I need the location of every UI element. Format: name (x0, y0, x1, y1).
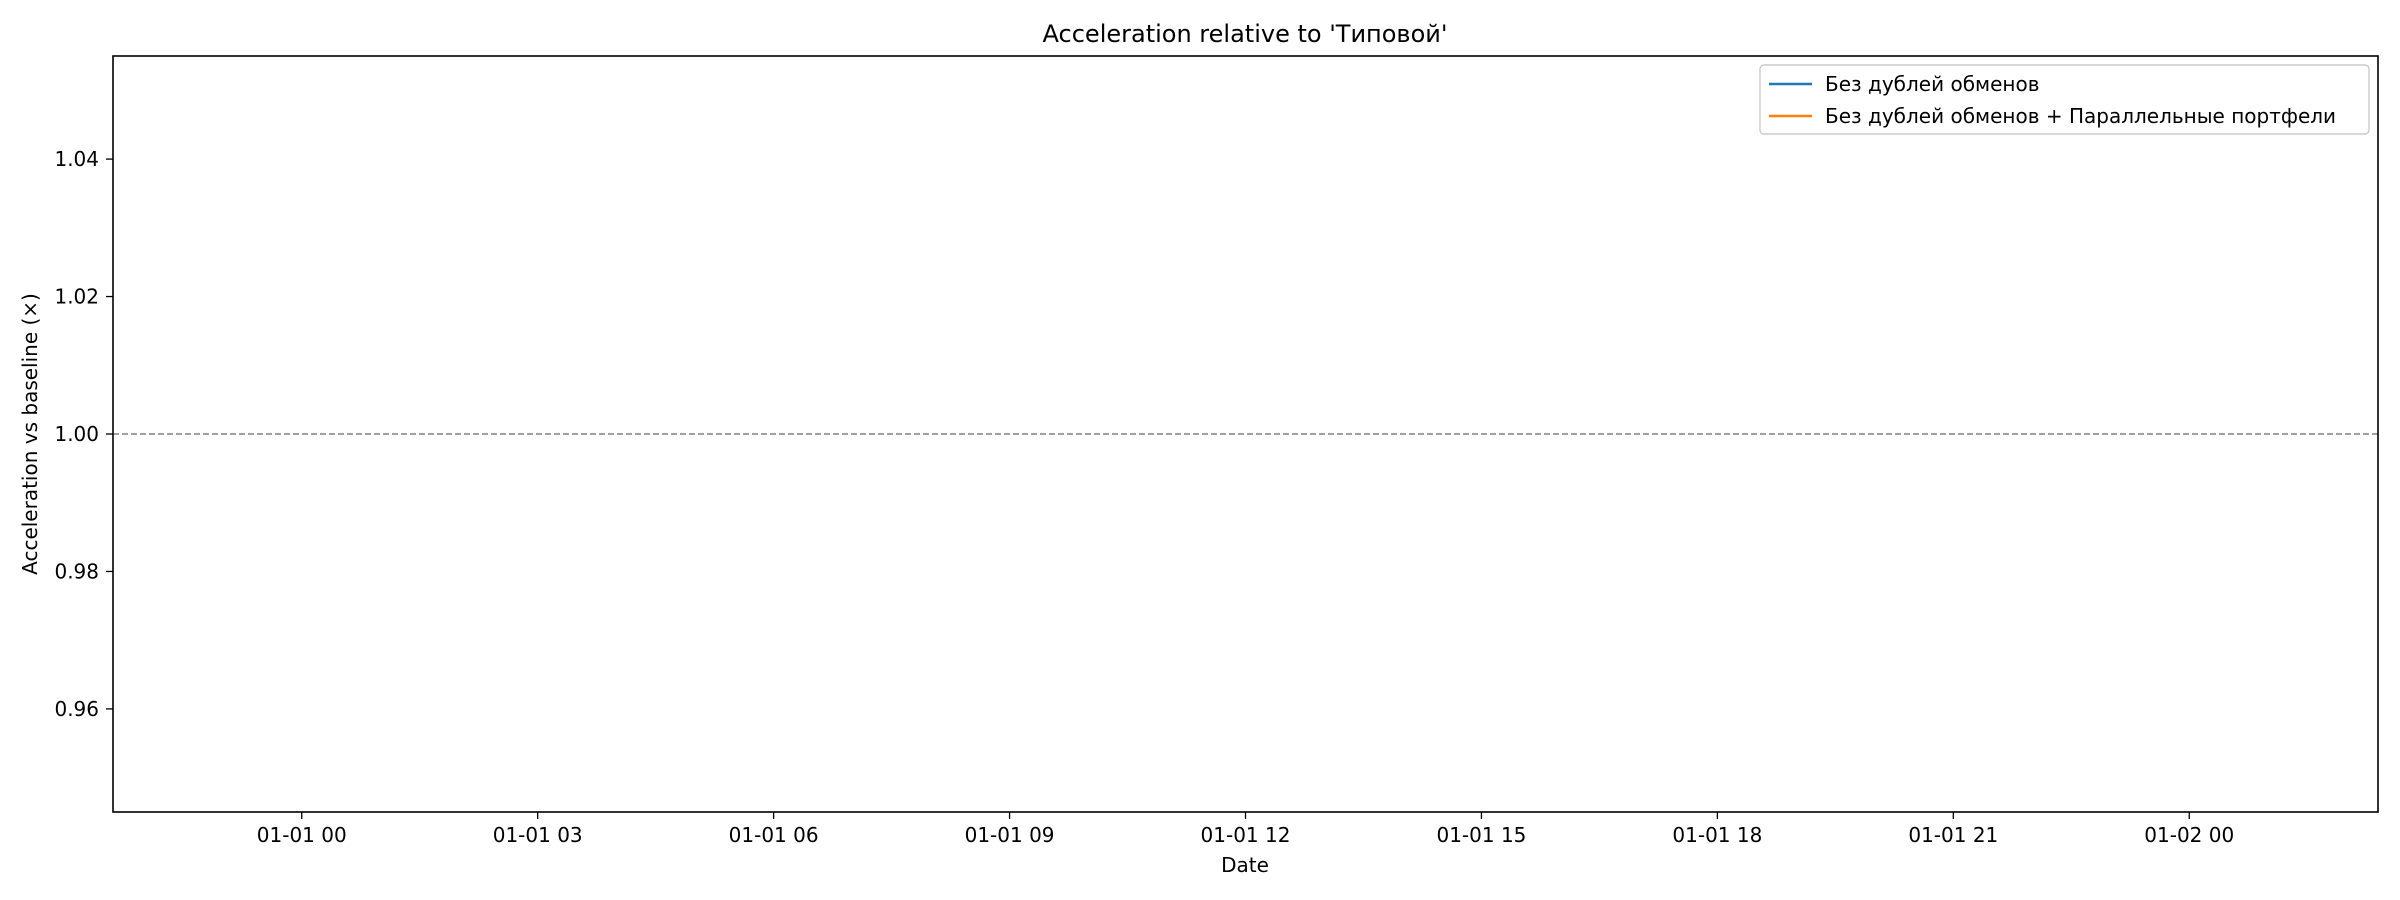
x-tick-label: 01-01 06 (729, 823, 819, 847)
legend: Без дублей обменов Без дублей обменов + П… (1759, 64, 2370, 135)
y-tick-label: 1.00 (54, 422, 99, 446)
legend-entries: Без дублей обменов Без дублей обменов + П… (1769, 72, 2336, 128)
y-tick-label: 1.04 (54, 147, 99, 171)
x-axis: 01-01 00 01-01 03 01-01 06 01-01 09 01-01 12… (257, 812, 2234, 847)
legend-label-1: Без дублей обменов (1825, 72, 2040, 96)
plot-area (113, 56, 2378, 812)
y-tick-label: 0.96 (54, 697, 99, 721)
legend-label-2: Без дублей обменов + Параллельные портфе… (1825, 104, 2336, 128)
x-tick-label: 01-01 21 (1908, 823, 1998, 847)
chart-title: Acceleration relative to 'Типовой' (1043, 20, 1448, 48)
x-tick-label: 01-01 15 (1436, 823, 1526, 847)
x-tick-label: 01-01 18 (1672, 823, 1762, 847)
legend-frame (1759, 64, 2370, 135)
y-tick-label: 0.98 (54, 559, 99, 583)
x-tick-label: 01-01 03 (493, 823, 583, 847)
y-axis-label: Acceleration vs baseline (×) (18, 293, 42, 575)
y-axis: 0.96 0.98 1.00 1.02 1.04 (54, 147, 113, 721)
plot-background (113, 56, 2378, 812)
x-tick-label: 01-01 00 (257, 823, 347, 847)
x-axis-label: Date (1221, 853, 1269, 877)
x-tick-label: 01-02 00 (2144, 823, 2234, 847)
x-tick-label: 01-01 09 (965, 823, 1055, 847)
x-tick-label: 01-01 12 (1201, 823, 1291, 847)
y-tick-label: 1.02 (54, 285, 99, 309)
